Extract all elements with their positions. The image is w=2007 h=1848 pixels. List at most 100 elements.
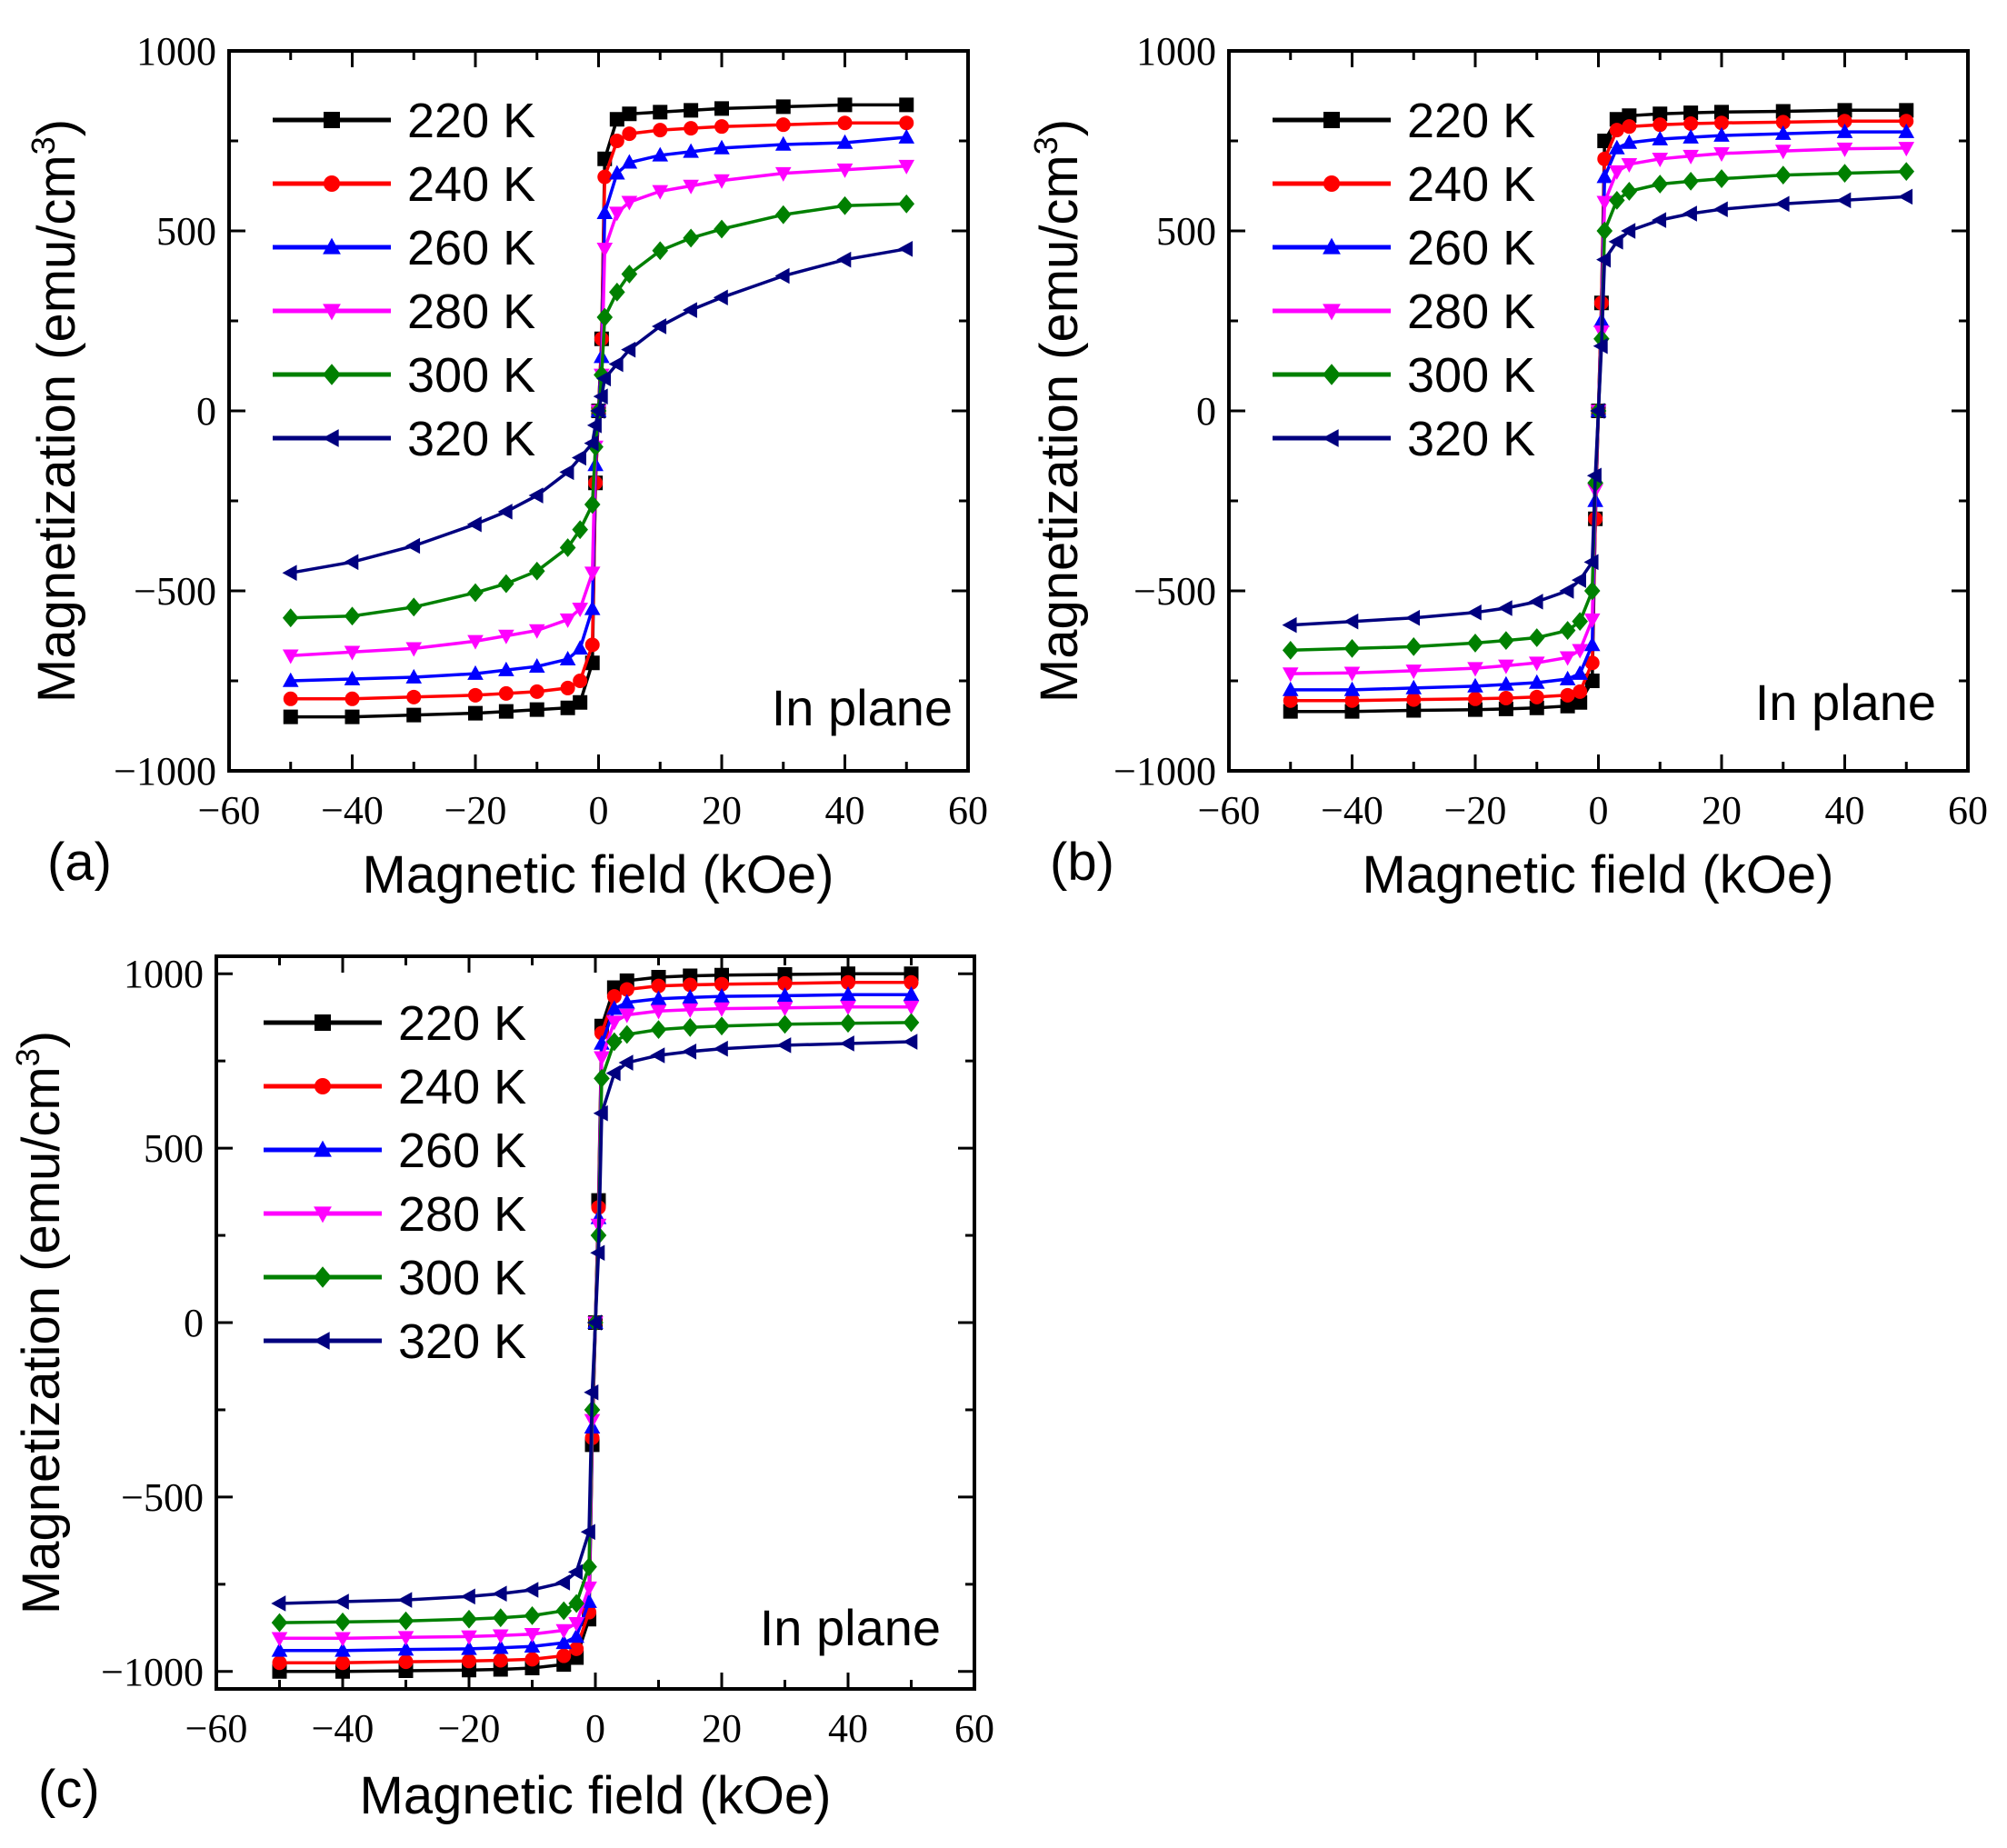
data-point: [282, 672, 299, 687]
x-tick-label: 60: [954, 1706, 994, 1751]
panel-label: (c): [38, 1760, 100, 1819]
data-point: [1584, 655, 1600, 671]
data-point: [1682, 149, 1699, 165]
data-point: [1467, 634, 1483, 653]
data-point: [344, 691, 360, 706]
data-point: [1622, 119, 1637, 135]
data-point: [1608, 234, 1623, 250]
data-point: [1498, 675, 1514, 691]
data-point: [714, 119, 729, 135]
data-point: [555, 1634, 573, 1650]
data-point: [652, 241, 669, 261]
data-point: [344, 709, 360, 724]
data-point: [596, 370, 612, 387]
data-point: [555, 1623, 573, 1639]
legend-marker: [324, 175, 340, 192]
data-point: [572, 603, 588, 617]
data-point: [406, 707, 422, 723]
data-point: [684, 103, 699, 118]
x-tick-label: −60: [1198, 788, 1261, 833]
panel-b: −60 −40 −20 0 20 40 60 −1000 −500 0 500 1000 Magneti…: [1027, 29, 1988, 904]
y-tick-label: 0: [184, 1301, 204, 1345]
data-point: [1597, 151, 1613, 166]
data-point: [653, 105, 668, 120]
data-point: [1836, 164, 1853, 184]
data-point: [334, 1612, 351, 1632]
data-point: [334, 1642, 351, 1657]
x-tick-label: −40: [321, 788, 384, 833]
data-point: [468, 687, 483, 703]
legend-marker: [1323, 175, 1340, 192]
data-point: [837, 115, 853, 131]
data-point: [898, 241, 914, 257]
data-point: [1609, 190, 1625, 210]
series-group: [271, 966, 920, 1679]
data-point: [682, 1003, 699, 1018]
data-point: [1573, 694, 1588, 710]
data-point: [467, 634, 484, 650]
data-point: [584, 435, 599, 452]
data-point: [714, 987, 730, 1003]
data-point: [1774, 145, 1792, 160]
data-point: [1405, 636, 1423, 656]
data-point: [1898, 123, 1915, 138]
data-point: [498, 574, 514, 594]
data-point: [1406, 692, 1422, 707]
data-point: [596, 307, 614, 327]
data-point: [461, 1630, 477, 1645]
data-point: [1498, 691, 1513, 706]
data-point: [1529, 689, 1544, 704]
data-point: [461, 1640, 477, 1655]
data-point: [618, 994, 635, 1009]
data-point: [282, 564, 297, 581]
data-point: [460, 1588, 475, 1605]
data-point: [1467, 677, 1483, 693]
panel-c: −60 −40 −20 0 20 40 60 −1000 −500 0 500 1000 Magneti…: [9, 952, 994, 1825]
in-plane-annotation: In plane: [760, 1599, 941, 1656]
data-point: [836, 195, 854, 215]
data-point: [1837, 103, 1852, 118]
data-point: [903, 1000, 920, 1015]
data-point: [559, 538, 576, 557]
legend-marker: [1322, 429, 1339, 447]
legend: 220 K 240 K 260 K 280 K 300 K 320 K: [1273, 94, 1535, 466]
y-axis-title: Magnetization (emu/cm3): [25, 119, 86, 703]
data-point: [1652, 153, 1669, 167]
data-point: [1343, 613, 1359, 630]
x-tick-label: 60: [1948, 788, 1988, 833]
data-point: [1713, 169, 1730, 188]
data-point: [334, 1593, 349, 1610]
x-tick-label: −20: [438, 1706, 501, 1751]
data-point: [405, 537, 421, 554]
legend-marker: [1323, 304, 1341, 321]
data-point: [609, 134, 624, 148]
data-point: [1528, 674, 1545, 689]
data-point: [650, 1004, 667, 1020]
legend-label: 220 K: [398, 996, 526, 1051]
data-point: [684, 121, 699, 136]
data-point: [840, 1014, 856, 1034]
data-point: [524, 1627, 541, 1643]
legend: 220 K 240 K 260 K 280 K 300 K 320 K: [264, 996, 526, 1369]
data-point: [497, 504, 513, 520]
y-tick-label: 1000: [136, 29, 216, 74]
data-point: [1652, 130, 1669, 145]
data-point: [581, 1581, 597, 1596]
legend-label: 280 K: [1407, 285, 1535, 339]
data-point: [714, 219, 730, 239]
panel-label: (a): [47, 833, 112, 892]
data-point: [653, 123, 668, 138]
data-point: [1560, 698, 1575, 714]
data-point: [1596, 221, 1613, 241]
data-point: [683, 143, 699, 158]
data-point: [606, 1000, 623, 1015]
data-point: [1596, 168, 1613, 184]
data-point: [776, 987, 794, 1003]
data-point: [528, 624, 545, 639]
data-point: [586, 1314, 602, 1331]
data-point: [714, 1016, 730, 1036]
data-point: [405, 642, 423, 657]
data-point: [344, 554, 359, 571]
data-point: [605, 1064, 621, 1082]
data-point: [1837, 114, 1852, 129]
